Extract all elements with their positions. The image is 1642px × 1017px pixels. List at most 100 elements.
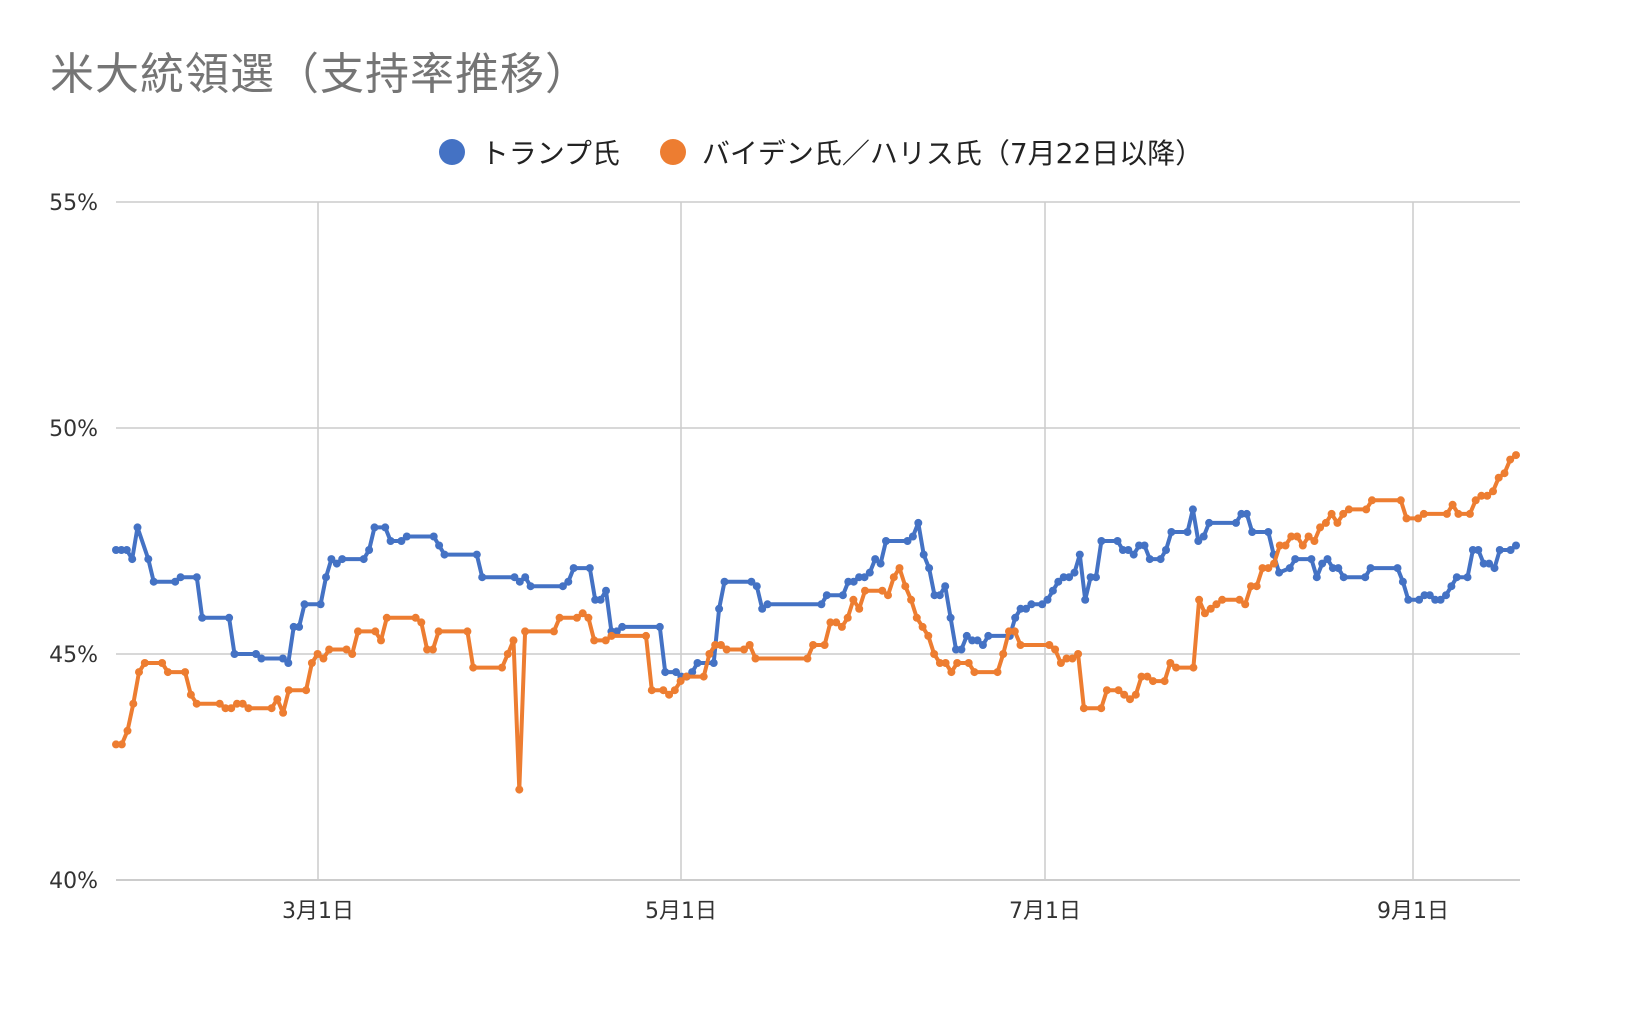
data-point[interactable]: [1512, 451, 1520, 460]
data-point[interactable]: [381, 523, 390, 532]
data-point[interactable]: [941, 582, 950, 591]
data-point[interactable]: [370, 523, 379, 532]
data-point[interactable]: [1361, 573, 1370, 582]
data-point[interactable]: [1393, 564, 1402, 573]
data-point[interactable]: [832, 618, 841, 627]
data-point[interactable]: [342, 645, 351, 654]
data-point[interactable]: [509, 636, 518, 645]
data-point[interactable]: [133, 523, 142, 532]
data-point[interactable]: [1506, 455, 1515, 464]
data-point[interactable]: [128, 555, 137, 564]
data-point[interactable]: [313, 650, 322, 658]
data-point[interactable]: [192, 573, 201, 582]
data-point[interactable]: [693, 659, 702, 667]
legend-item-trump[interactable]: トランプ氏: [438, 132, 620, 172]
data-point[interactable]: [1258, 564, 1267, 573]
data-point[interactable]: [889, 573, 898, 582]
data-point[interactable]: [1414, 514, 1423, 523]
data-point[interactable]: [215, 699, 224, 708]
data-point[interactable]: [1436, 595, 1445, 604]
data-point[interactable]: [1074, 650, 1083, 658]
data-point[interactable]: [284, 659, 293, 667]
data-point[interactable]: [1070, 568, 1079, 577]
data-point[interactable]: [1323, 555, 1332, 564]
data-point[interactable]: [715, 604, 724, 613]
data-point[interactable]: [584, 613, 593, 622]
data-point[interactable]: [1068, 654, 1077, 663]
data-point[interactable]: [1362, 505, 1371, 514]
data-point[interactable]: [469, 663, 478, 672]
data-point[interactable]: [1442, 509, 1451, 518]
data-point[interactable]: [978, 641, 987, 649]
data-point[interactable]: [607, 631, 616, 640]
data-point[interactable]: [1194, 537, 1203, 545]
data-point[interactable]: [1056, 659, 1065, 667]
data-point[interactable]: [884, 591, 892, 600]
data-point[interactable]: [1162, 546, 1170, 554]
data-point[interactable]: [1062, 654, 1071, 663]
data-point[interactable]: [549, 627, 558, 636]
data-point[interactable]: [957, 645, 966, 654]
data-point[interactable]: [434, 627, 443, 636]
data-point[interactable]: [919, 550, 928, 559]
data-point[interactable]: [914, 518, 923, 527]
data-point[interactable]: [1048, 586, 1057, 595]
data-point[interactable]: [861, 586, 869, 595]
data-point[interactable]: [1298, 541, 1307, 550]
data-point[interactable]: [672, 668, 680, 677]
data-point[interactable]: [348, 650, 357, 658]
data-point[interactable]: [849, 577, 858, 586]
data-point[interactable]: [1131, 690, 1140, 699]
data-point[interactable]: [267, 704, 276, 713]
data-point[interactable]: [838, 591, 847, 600]
data-point[interactable]: [878, 586, 887, 595]
data-point[interactable]: [1490, 564, 1499, 573]
data-point[interactable]: [1452, 573, 1461, 582]
data-point[interactable]: [1366, 564, 1375, 573]
data-point[interactable]: [1404, 595, 1413, 604]
data-point[interactable]: [803, 654, 812, 663]
data-point[interactable]: [1126, 695, 1134, 704]
data-point[interactable]: [865, 568, 874, 577]
data-point[interactable]: [192, 699, 201, 708]
data-point[interactable]: [1483, 491, 1492, 500]
data-point[interactable]: [1442, 591, 1450, 600]
data-point[interactable]: [1043, 595, 1052, 604]
data-point[interactable]: [1396, 496, 1405, 505]
data-point[interactable]: [411, 613, 420, 622]
data-point[interactable]: [822, 591, 831, 600]
data-point[interactable]: [325, 645, 334, 654]
data-point[interactable]: [661, 668, 670, 677]
data-point[interactable]: [1264, 564, 1273, 573]
data-point[interactable]: [935, 591, 944, 600]
data-point[interactable]: [1485, 559, 1494, 568]
data-point[interactable]: [876, 559, 885, 568]
data-point[interactable]: [1166, 659, 1175, 667]
data-point[interactable]: [973, 636, 982, 645]
data-point[interactable]: [720, 577, 729, 586]
data-point[interactable]: [1102, 686, 1111, 695]
data-point[interactable]: [1011, 613, 1020, 622]
data-point[interactable]: [901, 582, 910, 591]
data-point[interactable]: [558, 582, 567, 591]
data-point[interactable]: [300, 600, 309, 609]
data-point[interactable]: [257, 654, 266, 663]
data-point[interactable]: [322, 573, 330, 582]
data-point[interactable]: [984, 631, 993, 640]
data-point[interactable]: [1293, 532, 1302, 541]
data-point[interactable]: [970, 668, 979, 677]
data-point[interactable]: [1241, 600, 1250, 609]
data-point[interactable]: [925, 564, 934, 573]
data-point[interactable]: [1307, 555, 1316, 564]
data-point[interactable]: [1454, 509, 1463, 518]
data-point[interactable]: [751, 654, 760, 663]
data-point[interactable]: [1281, 541, 1290, 550]
data-point[interactable]: [1285, 564, 1294, 573]
data-point[interactable]: [163, 668, 172, 677]
data-point[interactable]: [123, 726, 132, 735]
data-point[interactable]: [478, 573, 487, 582]
data-point[interactable]: [1368, 496, 1376, 505]
data-point[interactable]: [941, 659, 950, 667]
data-point[interactable]: [1097, 537, 1106, 545]
data-point[interactable]: [158, 659, 167, 667]
